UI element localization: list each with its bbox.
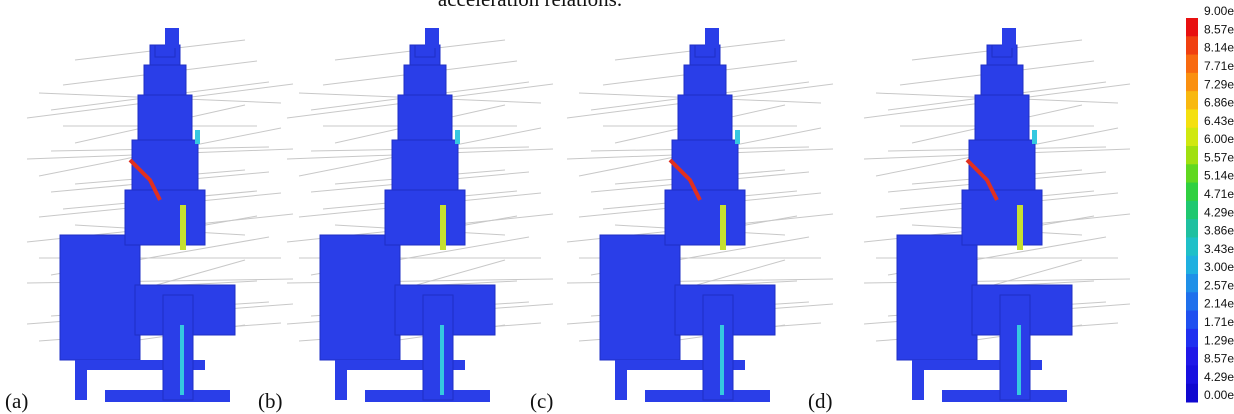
tower-render: (b)	[258, 28, 553, 413]
colorbar-segment	[1186, 274, 1198, 293]
colorbar-segment	[1186, 55, 1198, 74]
base-frame	[423, 295, 453, 400]
tower-tier	[981, 65, 1023, 95]
colorbar-segment	[1186, 329, 1198, 348]
colorbar-label: 1.71e-3	[1204, 315, 1234, 329]
stress-strip	[195, 130, 200, 144]
base-frame	[703, 295, 733, 400]
tower-spire	[165, 28, 179, 48]
base-frame	[163, 295, 193, 400]
tower-render: (d)	[808, 28, 1130, 413]
stress-strip	[735, 130, 740, 144]
stress-strip	[440, 325, 444, 395]
colorbar-segment	[1186, 201, 1198, 220]
base-frame	[75, 360, 87, 400]
base-frame	[615, 360, 627, 400]
colorbar-segment	[1186, 109, 1198, 128]
tower-tier	[672, 140, 738, 190]
colorbar-label: 1.29e-3	[1204, 333, 1234, 347]
colorbar-label: 0.00e+0	[1204, 388, 1234, 402]
tower-tier	[144, 65, 186, 95]
stress-strip	[440, 205, 446, 250]
stress-strip	[1032, 130, 1037, 144]
stress-strip	[720, 205, 726, 250]
tower-render: (c)	[530, 28, 833, 413]
colorbar-label: 7.71e-3	[1204, 59, 1234, 73]
colorbar-label: 4.71e-3	[1204, 187, 1234, 201]
colorbar-label: 6.86e-3	[1204, 96, 1234, 110]
colorbar-segment	[1186, 183, 1198, 202]
renders: (a) (b) (c) (d)	[5, 28, 1130, 413]
tower-tier	[125, 190, 205, 245]
tower-spire	[1002, 28, 1016, 48]
base-block	[320, 235, 400, 360]
colorbar-segment	[1186, 292, 1198, 311]
colorbar-segment	[1186, 73, 1198, 92]
colorbar-label: 2.14e-3	[1204, 297, 1234, 311]
colorbar-label: 4.29e-4	[1204, 370, 1234, 384]
stress-strip	[180, 205, 186, 250]
colorbar-segment	[1186, 311, 1198, 330]
colorbar-segment	[1186, 219, 1198, 238]
tower-tier	[392, 140, 458, 190]
stress-strip	[720, 325, 724, 395]
stress-strip	[1017, 205, 1023, 250]
colorbar-segment	[1186, 18, 1198, 37]
colorbar-label: 8.57e-4	[1204, 352, 1234, 366]
tower-tier	[975, 95, 1029, 140]
panel-label: (d)	[808, 389, 833, 413]
stress-strip	[455, 130, 460, 144]
colorbar-segment	[1186, 347, 1198, 366]
colorbar-segment	[1186, 146, 1198, 165]
base-frame	[912, 360, 924, 400]
colorbar-label: 4.29e-3	[1204, 205, 1234, 219]
tower-tier	[385, 190, 465, 245]
tower-tier	[132, 140, 198, 190]
figure: acceleration relations. (a) (b) (c) (d) 9.0…	[0, 0, 1234, 414]
tower-spire	[705, 28, 719, 48]
base-block	[60, 235, 140, 360]
colorbar-segment	[1186, 91, 1198, 110]
tower-tier	[962, 190, 1042, 245]
tower-spire	[425, 28, 439, 48]
tower-tier	[969, 140, 1035, 190]
panel-label: (b)	[258, 389, 283, 413]
colorbar-segment	[1186, 164, 1198, 183]
colorbar-segment	[1186, 256, 1198, 275]
base-block	[897, 235, 977, 360]
stress-strip	[180, 325, 184, 395]
panel-label: (c)	[530, 389, 553, 413]
base-frame	[335, 360, 347, 400]
colorbar-label: 6.00e-3	[1204, 132, 1234, 146]
colorbar-segment	[1186, 36, 1198, 55]
colorbar-segment	[1186, 384, 1198, 403]
colorbar-label: 3.00e-3	[1204, 260, 1234, 274]
colorbar-label: 8.57e-3	[1204, 22, 1234, 36]
panel-label: (a)	[5, 389, 28, 413]
colorbar-label: 8.14e-3	[1204, 41, 1234, 55]
tower-tier	[138, 95, 192, 140]
colorbar-label: 5.57e-3	[1204, 150, 1234, 164]
colorbar-segment	[1186, 365, 1198, 384]
tower-render: (a)	[5, 28, 293, 413]
colorbar: 9.00e-3 8.57e-3 8.14e-3 7.71e-3 7.29e-3 6.86e…	[1186, 4, 1234, 402]
tower-tier	[665, 190, 745, 245]
colorbar-label: 3.43e-3	[1204, 242, 1234, 256]
colorbar-segment	[1186, 237, 1198, 256]
tower-tier	[398, 95, 452, 140]
colorbar-label: 7.29e-3	[1204, 77, 1234, 91]
stress-strip	[1017, 325, 1021, 395]
base-block	[600, 235, 680, 360]
colorbar-label: 9.00e-3	[1204, 4, 1234, 18]
tower-tier	[404, 65, 446, 95]
base-frame	[1000, 295, 1030, 400]
caption: acceleration relations.	[438, 0, 622, 11]
colorbar-label: 2.57e-3	[1204, 278, 1234, 292]
tower-tier	[684, 65, 726, 95]
tower-tier	[678, 95, 732, 140]
colorbar-label: 6.43e-3	[1204, 114, 1234, 128]
colorbar-label: 3.86e-3	[1204, 224, 1234, 238]
colorbar-label: 5.14e-3	[1204, 169, 1234, 183]
colorbar-segment	[1186, 128, 1198, 147]
